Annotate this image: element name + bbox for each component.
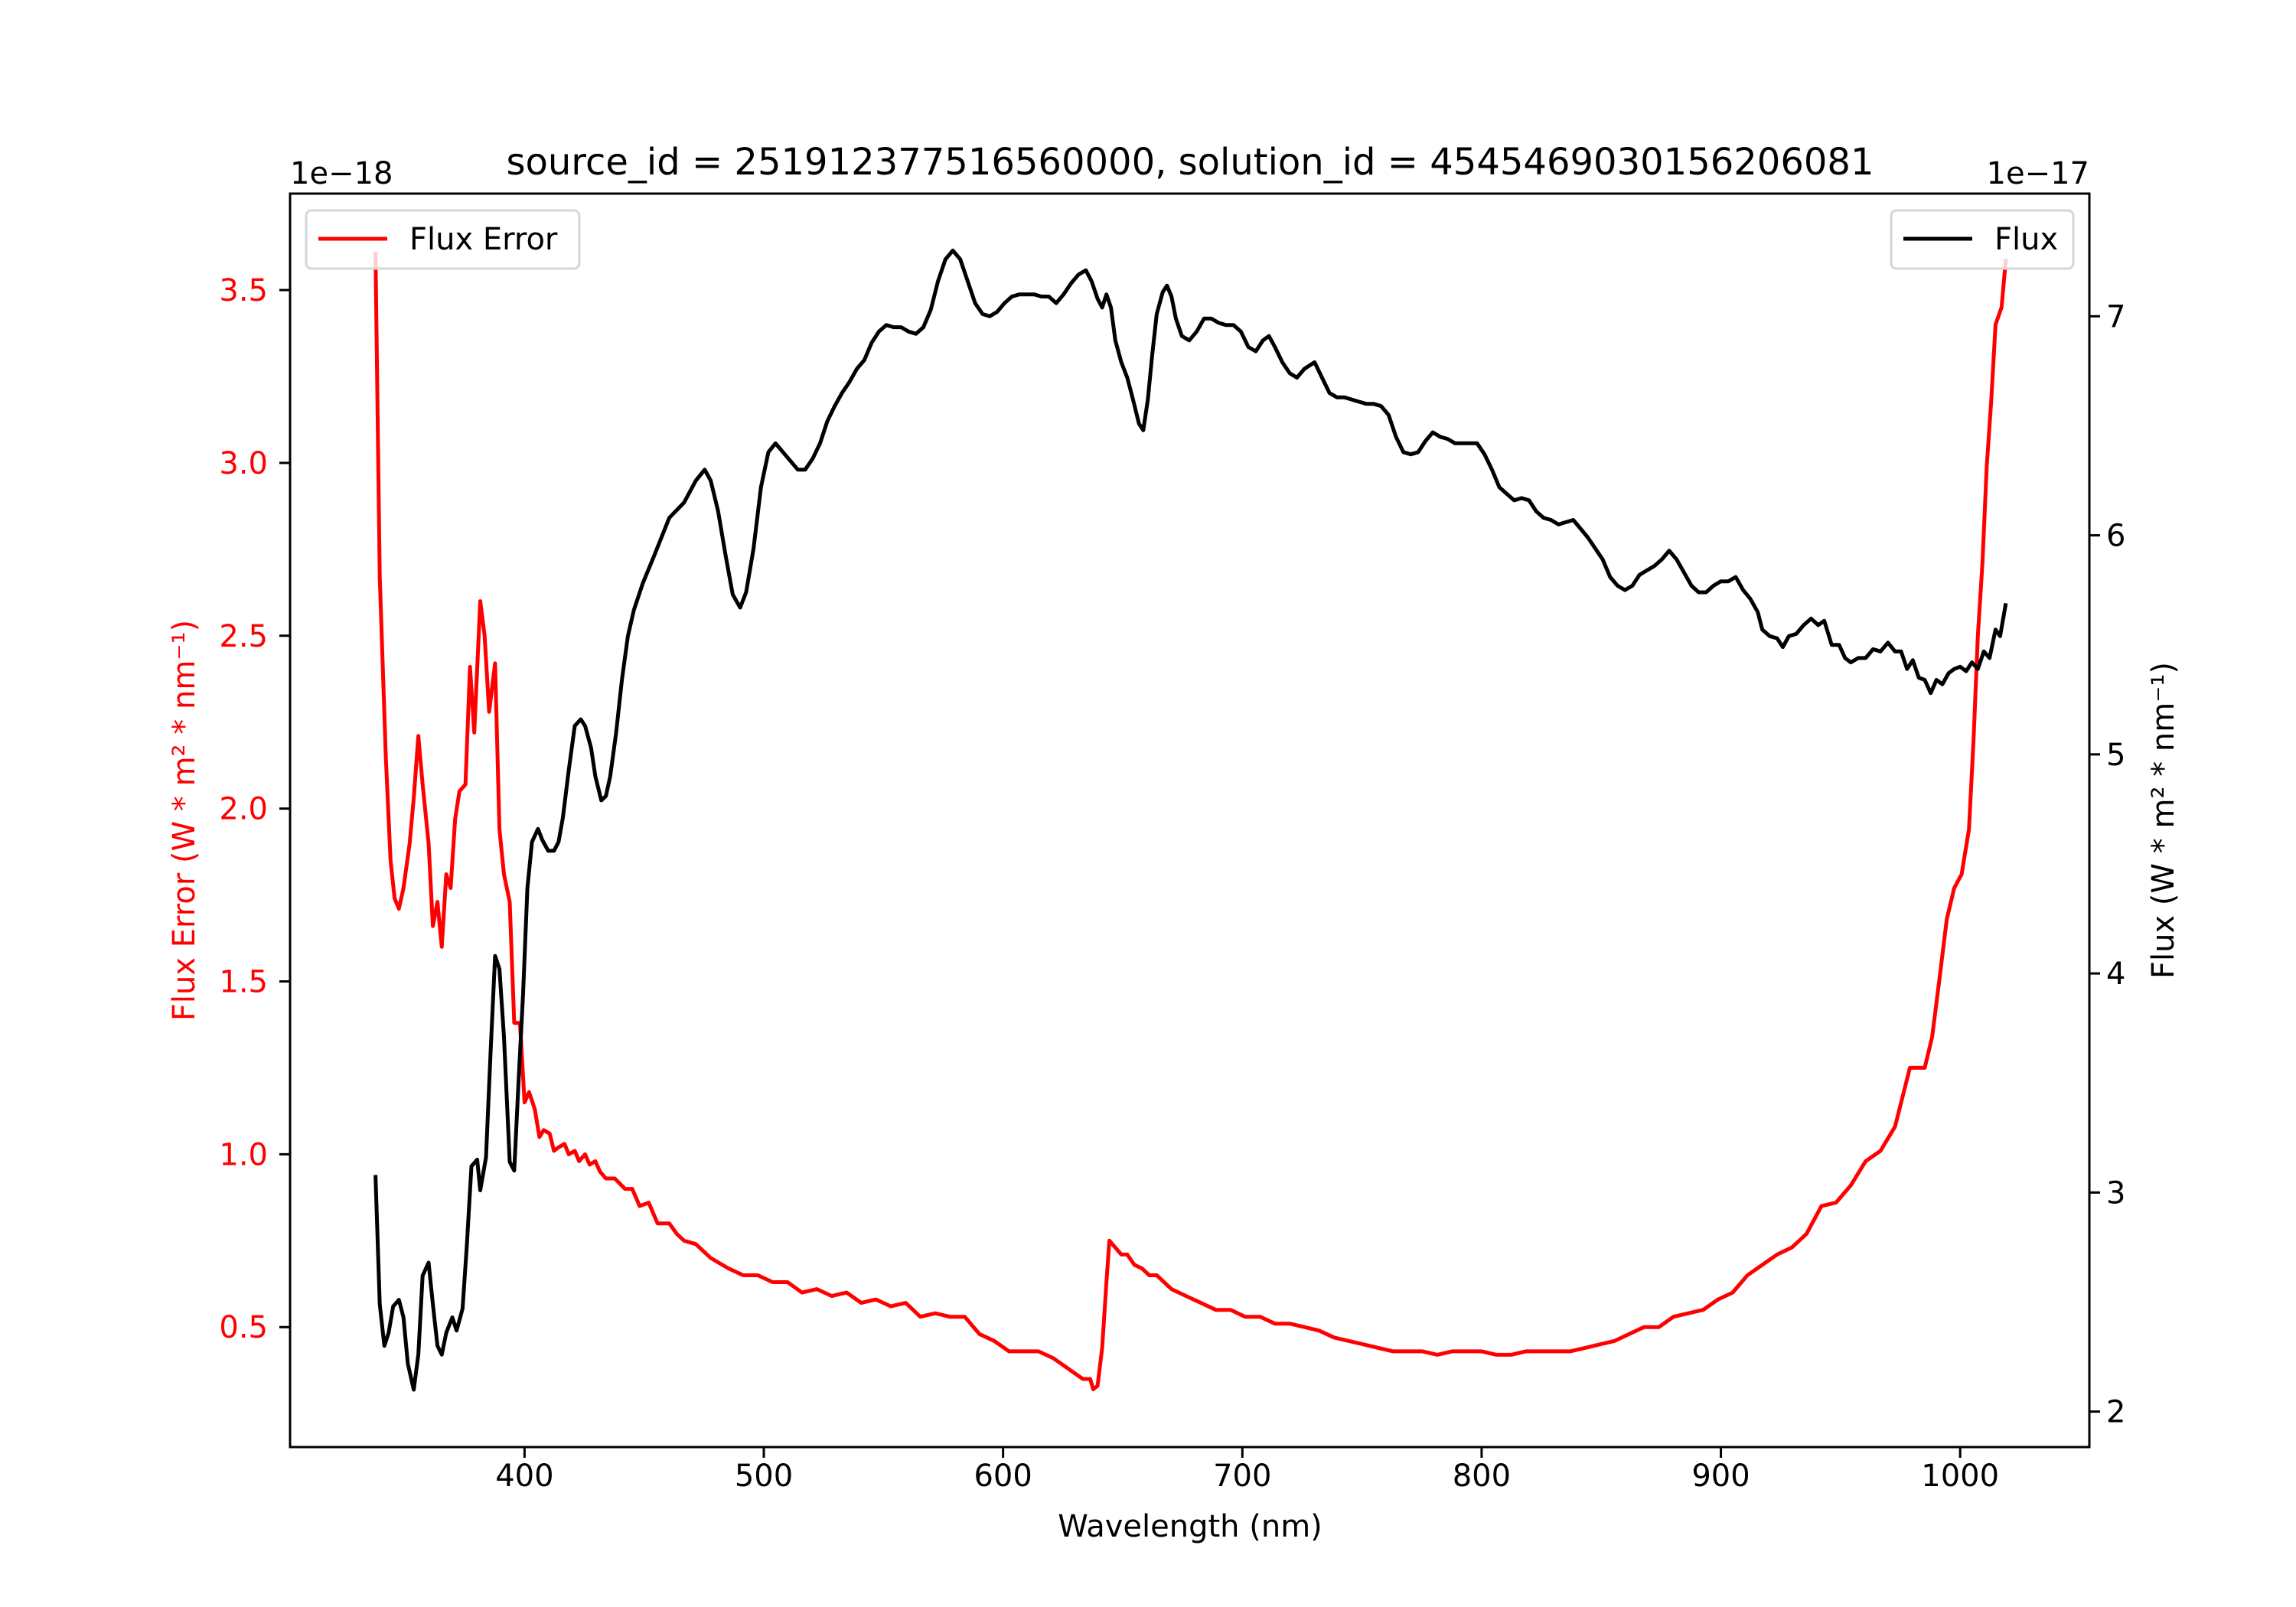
left-y-tick-label: 0.5 [219,1310,268,1345]
x-axis-label: Wavelength (nm) [1058,1509,1322,1544]
legend-flux-error: Flux Error [305,209,581,270]
left-y-tick-label: 3.5 [219,273,268,308]
legend-frame [1890,209,2075,270]
right-offset-text: 1e−17 [1987,156,2089,191]
legend-label-flux: Flux [1994,222,2058,257]
right-y-tick-label: 3 [2106,1175,2125,1211]
right-y-tick-label: 7 [2106,299,2125,334]
series-layer [373,248,2008,1392]
x-tick-label: 800 [1453,1459,1511,1494]
x-tick-label: 700 [1213,1459,1271,1494]
x-tick-label: 500 [735,1459,793,1494]
right-y-tick-label: 4 [2106,957,2125,992]
axes-frame [289,192,2091,1449]
left-y-tick-label: 1.0 [219,1137,268,1172]
left-offset-text: 1e−18 [290,156,393,191]
legend-flux: Flux [1890,209,2075,270]
x-tick-label: 900 [1691,1459,1750,1494]
left-y-tick-label: 1.5 [219,965,268,1000]
left-y-tick-label: 3.0 [219,446,268,481]
x-tick-label: 1000 [1921,1459,1999,1494]
chart-title: source_id = 251912377516560000, solution… [506,141,1874,184]
left-y-tick-label: 2.0 [219,792,268,827]
right-y-tick-label: 5 [2106,738,2125,773]
x-tick-label: 600 [974,1459,1032,1494]
right-y-tick-label: 6 [2106,519,2125,554]
legend-label-flux-error: Flux Error [409,222,558,257]
series-line-flux-error [373,252,2008,1392]
right-y-tick-label: 2 [2106,1395,2125,1430]
left-y-axis-label: Flux Error (W * m² * nm⁻¹) [167,620,202,1021]
series-line-flux [373,248,2008,1392]
right-y-axis-label: Flux (W * m² * nm⁻¹) [2146,662,2181,979]
ticks-layer: 400 500 600 700 800 900 1000 0.5 1.0 1.5 2.0 2.5 3.0… [219,273,2125,1494]
legend-frame [305,209,581,270]
x-tick-label: 400 [495,1459,553,1494]
left-y-tick-label: 2.5 [219,619,268,654]
